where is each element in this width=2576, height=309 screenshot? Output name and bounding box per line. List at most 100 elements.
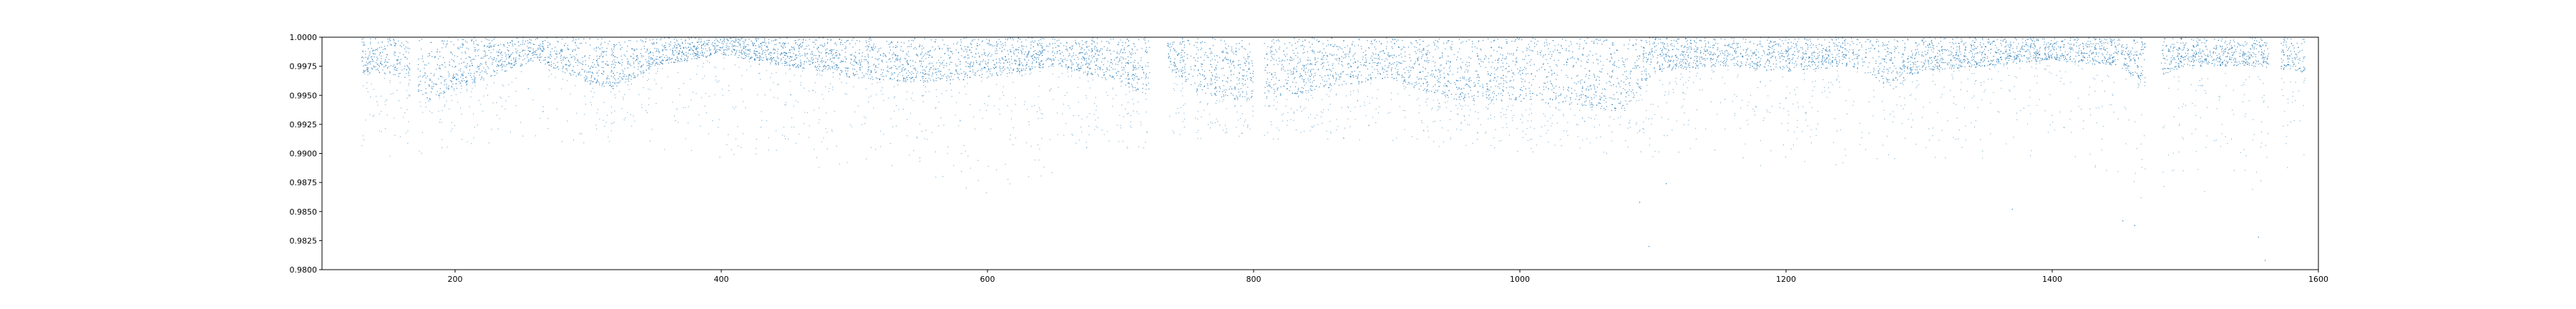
data-point [2109,54,2110,56]
data-point [1553,87,1555,89]
data-point [2095,52,2097,54]
data-point [884,55,886,57]
data-point [508,63,509,64]
data-point [2192,39,2194,41]
data-point [1727,65,1729,67]
data-point [1121,80,1123,82]
data-point [1556,65,1558,67]
data-point [806,53,809,54]
data-point [812,62,814,64]
data-point [900,49,902,51]
data-point [1404,79,1405,81]
data-point [1771,52,1772,54]
data-point [955,49,957,51]
data-point [943,67,945,69]
data-point [1750,65,1751,67]
data-point [1938,49,1939,52]
data-point [2059,55,2062,57]
data-point [1179,41,1181,43]
data-point [1338,63,1340,64]
data-point [403,44,404,46]
data-point [2234,45,2235,46]
data-point [1984,57,1986,59]
data-point [601,52,602,54]
data-point [1559,94,1561,96]
data-point [840,44,841,45]
data-point [2235,58,2236,59]
data-point [1606,40,1608,41]
data-point [1103,46,1105,47]
data-point [1061,66,1063,67]
data-point [618,82,620,84]
data-point [1092,57,1093,59]
data-point [1069,53,1070,54]
data-point [1279,46,1281,48]
data-point [1227,63,1229,64]
data-point [2201,41,2202,44]
data-point [515,63,517,64]
data-point [1007,67,1008,69]
data-point [426,76,429,77]
data-point [504,65,506,67]
data-point [2266,42,2268,44]
data-point [1264,87,1266,88]
data-point [2199,62,2200,64]
data-point [491,74,492,77]
data-point [1244,62,1245,64]
data-point [925,58,927,59]
data-point [1666,54,1667,56]
data-point [1068,55,1070,57]
data-point [1554,49,1556,51]
data-point [2255,48,2257,49]
data-point [1073,69,1075,71]
data-point [556,50,557,52]
data-point [1622,104,1624,106]
data-point [605,54,607,56]
data-point [1882,75,1883,77]
data-point [1766,54,1767,56]
data-point [2102,54,2104,56]
data-point [1973,59,1974,60]
data-point [2260,49,2263,50]
data-point [1763,51,1765,52]
data-point [2074,39,2077,41]
data-point [1811,54,1813,56]
data-point [1214,55,1216,57]
data-point [653,41,655,44]
data-point [741,37,743,39]
data-point [1493,49,1495,52]
data-point [1209,69,1211,72]
data-point [1845,65,1847,67]
data-point [1971,55,1974,57]
data-point [1340,74,1342,75]
data-point [1699,63,1701,64]
data-point [2215,47,2217,49]
data-point [696,41,698,43]
data-point [2125,69,2127,72]
data-point [1904,49,1906,51]
data-point [1807,39,1809,41]
data-point [406,69,407,71]
data-point [1617,82,1619,84]
data-point [1211,74,1213,76]
data-point [483,67,484,69]
data-point [1490,97,1491,99]
data-point [1081,48,1083,49]
data-point [1974,60,1976,62]
data-point [676,45,678,46]
data-point [611,64,613,66]
data-point [979,44,980,46]
data-point [513,57,514,59]
data-point [605,82,607,84]
data-point [885,75,887,77]
data-point [1599,39,1601,41]
data-point [467,72,469,74]
data-point [1349,52,1350,54]
data-point [1825,49,1827,51]
data-point [1641,40,1643,41]
data-point [1226,48,1228,49]
data-point [2083,53,2084,54]
data-point [1370,57,1372,59]
data-point [2112,62,2114,64]
data-point [1489,80,1491,82]
